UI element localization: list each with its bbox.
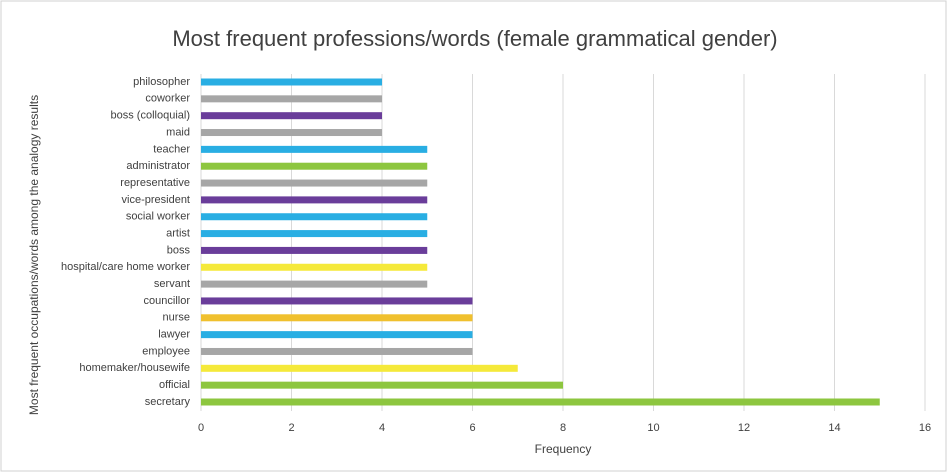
bar bbox=[201, 364, 518, 372]
chart-title: Most frequent professions/words (female … bbox=[172, 26, 777, 51]
bar bbox=[201, 145, 428, 153]
y-tick-label: servant bbox=[154, 278, 190, 290]
bar bbox=[201, 314, 473, 322]
bar bbox=[201, 297, 473, 305]
y-tick-label: lawyer bbox=[158, 329, 190, 341]
y-tick-label: hospital/care home worker bbox=[61, 261, 190, 273]
bar bbox=[201, 179, 428, 187]
x-tick-label: 16 bbox=[919, 422, 931, 434]
y-tick-label: philosopher bbox=[133, 76, 190, 88]
y-tick-label: councillor bbox=[144, 295, 191, 307]
y-tick-label: teacher bbox=[153, 143, 190, 155]
y-tick-label: maid bbox=[166, 126, 190, 138]
y-tick-label: vice-president bbox=[122, 194, 190, 206]
bar bbox=[201, 78, 382, 86]
x-tick-label: 8 bbox=[560, 422, 566, 434]
bar bbox=[201, 213, 428, 221]
x-tick-label: 14 bbox=[828, 422, 840, 434]
y-tick-label: homemaker/housewife bbox=[79, 362, 190, 374]
x-axis-label: Frequency bbox=[535, 442, 592, 456]
bar bbox=[201, 398, 880, 406]
y-tick-label: representative bbox=[120, 177, 190, 189]
y-tick-label: administrator bbox=[126, 160, 190, 172]
x-tick-label: 6 bbox=[469, 422, 475, 434]
bar bbox=[201, 246, 428, 254]
bar bbox=[201, 280, 428, 288]
y-tick-label: employee bbox=[142, 345, 190, 357]
y-tick-label: nurse bbox=[162, 312, 190, 324]
y-tick-label: secretary bbox=[145, 396, 191, 408]
x-tick-label: 10 bbox=[647, 422, 659, 434]
bar bbox=[201, 263, 428, 271]
bar bbox=[201, 95, 382, 103]
y-tick-label: boss (colloquial) bbox=[111, 110, 190, 122]
bar bbox=[201, 381, 563, 389]
bar bbox=[201, 162, 428, 170]
bar bbox=[201, 230, 428, 238]
y-tick-label: official bbox=[159, 379, 190, 391]
x-tick-label: 4 bbox=[379, 422, 385, 434]
x-tick-label: 0 bbox=[198, 422, 204, 434]
x-tick-label: 2 bbox=[288, 422, 294, 434]
y-axis-label: Most frequent occupations/words among th… bbox=[27, 95, 41, 415]
bar bbox=[201, 129, 382, 137]
bar bbox=[201, 331, 473, 339]
y-tick-label: social worker bbox=[126, 211, 191, 223]
bar bbox=[201, 196, 428, 204]
bar bbox=[201, 347, 473, 355]
y-tick-label: boss bbox=[167, 244, 191, 256]
bar bbox=[201, 112, 382, 120]
y-tick-label: artist bbox=[166, 227, 190, 239]
y-tick-label: coworker bbox=[145, 93, 190, 105]
x-tick-label: 12 bbox=[738, 422, 750, 434]
